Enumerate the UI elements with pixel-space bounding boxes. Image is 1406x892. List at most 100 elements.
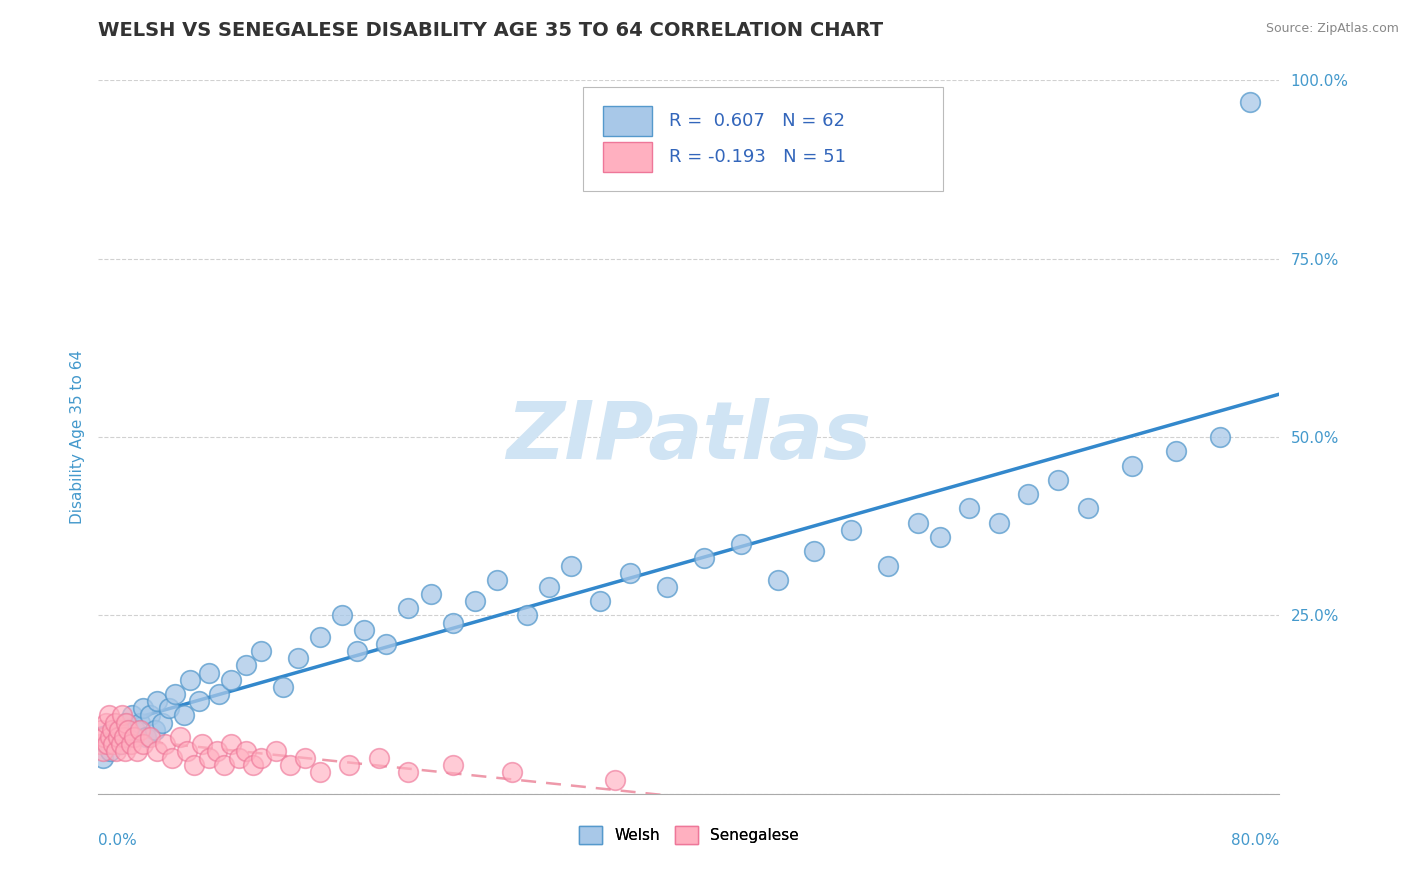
Point: [94, 715, 117, 730]
Text: WELSH VS SENEGALESE DISABILITY AGE 35 TO 64 CORRELATION CHART: WELSH VS SENEGALESE DISABILITY AGE 35 TO…: [98, 21, 883, 40]
Point: [959, 501, 981, 516]
Point: [103, 737, 125, 751]
Point: [537, 580, 560, 594]
Point: [396, 765, 419, 780]
Point: [877, 558, 900, 573]
Point: [157, 701, 180, 715]
Point: [419, 587, 441, 601]
Point: [132, 701, 155, 715]
Point: [104, 715, 127, 730]
Point: [235, 744, 257, 758]
Point: [309, 765, 332, 780]
Point: [1121, 458, 1143, 473]
Point: [907, 516, 929, 530]
Point: [337, 758, 360, 772]
Point: [98, 744, 121, 758]
Point: [110, 737, 132, 751]
Point: [655, 580, 678, 594]
Point: [839, 523, 862, 537]
Point: [219, 737, 243, 751]
Point: [117, 730, 139, 744]
Point: [91, 751, 114, 765]
Point: [264, 744, 287, 758]
Point: [125, 744, 148, 758]
Point: [128, 723, 150, 737]
Point: [153, 737, 176, 751]
Point: [117, 723, 139, 737]
Point: [1017, 487, 1039, 501]
Text: ZIPatlas: ZIPatlas: [506, 398, 872, 476]
FancyBboxPatch shape: [603, 106, 652, 136]
Point: [235, 658, 257, 673]
Point: [987, 516, 1010, 530]
Point: [501, 765, 523, 780]
Point: [107, 730, 129, 744]
Point: [693, 551, 716, 566]
Point: [179, 673, 201, 687]
Point: [114, 744, 136, 758]
Point: [165, 687, 187, 701]
Point: [242, 758, 264, 772]
Point: [124, 723, 146, 737]
Point: [93, 730, 115, 744]
Point: [103, 730, 125, 744]
Point: [105, 744, 128, 758]
Point: [294, 751, 316, 765]
Legend: Welsh, Senegalese: Welsh, Senegalese: [572, 820, 806, 850]
Point: [183, 758, 205, 772]
Point: [441, 615, 464, 630]
Point: [208, 687, 231, 701]
Point: [94, 737, 117, 751]
Point: [766, 573, 789, 587]
Point: [1164, 444, 1187, 458]
Point: [120, 737, 142, 751]
Point: [250, 644, 273, 658]
Point: [1209, 430, 1232, 444]
Point: [146, 694, 169, 708]
Point: [187, 694, 209, 708]
Point: [287, 651, 309, 665]
Point: [309, 630, 332, 644]
Point: [128, 715, 150, 730]
Y-axis label: Disability Age 35 to 64: Disability Age 35 to 64: [69, 350, 84, 524]
Point: [191, 737, 214, 751]
Point: [105, 723, 128, 737]
Point: [516, 608, 538, 623]
Point: [108, 723, 131, 737]
Point: [111, 708, 134, 723]
Point: [97, 708, 120, 723]
Point: [162, 751, 183, 765]
Point: [198, 751, 221, 765]
Point: [112, 730, 135, 744]
FancyBboxPatch shape: [603, 142, 652, 171]
FancyBboxPatch shape: [582, 87, 943, 191]
Point: [346, 644, 368, 658]
Text: Source: ZipAtlas.com: Source: ZipAtlas.com: [1265, 22, 1399, 36]
Text: R = -0.193   N = 51: R = -0.193 N = 51: [669, 148, 846, 166]
Point: [91, 744, 114, 758]
Point: [1077, 501, 1099, 516]
Point: [98, 730, 121, 744]
Point: [619, 566, 641, 580]
Point: [121, 708, 143, 723]
Text: 80.0%: 80.0%: [1232, 833, 1279, 848]
Point: [560, 558, 582, 573]
Point: [115, 715, 138, 730]
Point: [143, 723, 166, 737]
Point: [803, 544, 825, 558]
Point: [132, 737, 155, 751]
Point: [228, 751, 250, 765]
Point: [353, 623, 375, 637]
Point: [139, 708, 162, 723]
Point: [89, 737, 111, 751]
Point: [250, 751, 273, 765]
Point: [1046, 473, 1069, 487]
Point: [589, 594, 612, 608]
Point: [169, 730, 191, 744]
Point: [146, 744, 169, 758]
Point: [139, 730, 162, 744]
Point: [122, 730, 145, 744]
Text: R =  0.607   N = 62: R = 0.607 N = 62: [669, 112, 845, 130]
Point: [176, 744, 198, 758]
Point: [330, 608, 353, 623]
